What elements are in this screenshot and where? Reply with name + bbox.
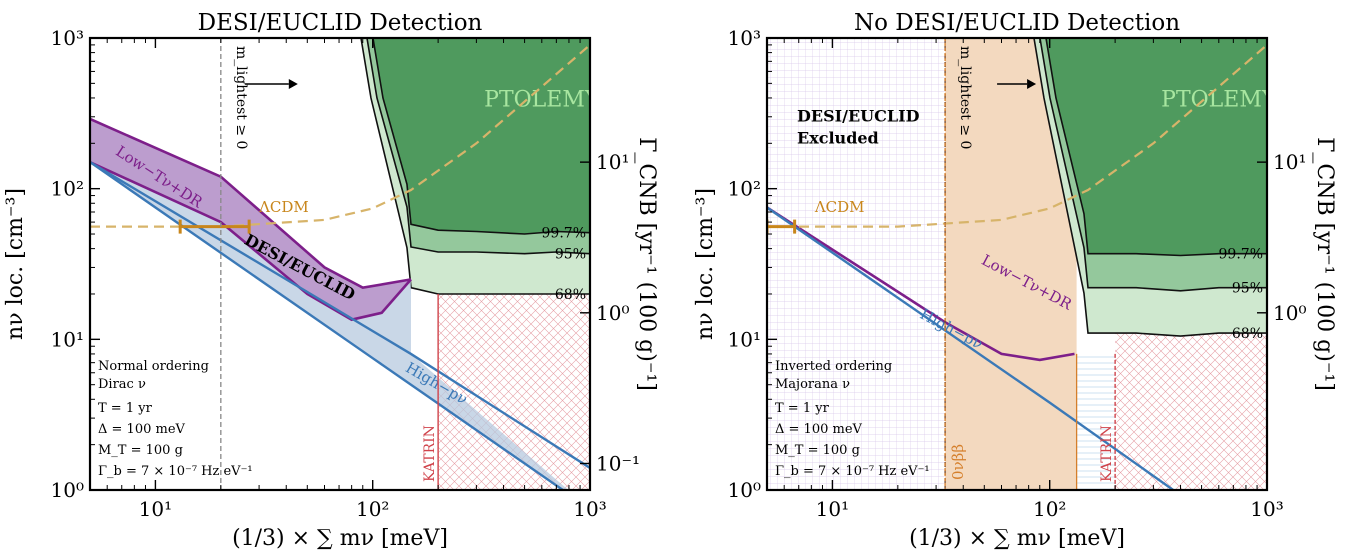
contour-label-2: 68% xyxy=(555,287,586,303)
y-tick-label: 10¹ xyxy=(51,327,84,351)
x-tick-label: 10³ xyxy=(573,497,606,521)
high-p-line xyxy=(767,206,1174,490)
x-axis-label-left: (1/3) × ∑ mν [meV] xyxy=(232,526,448,551)
y-tick-label: 10³ xyxy=(51,26,84,50)
contour-line-1 xyxy=(366,38,590,255)
katrin-label: KATRIN xyxy=(1099,425,1115,482)
mlightest-arrow-head xyxy=(1027,79,1037,89)
onubb-label: 0νββ xyxy=(949,444,967,480)
note-3: Δ = 100 meV xyxy=(775,422,863,437)
mlightest-label: m_lightest ≥ 0 xyxy=(957,46,973,149)
contour-line-1 xyxy=(1039,38,1267,292)
x-tick-label: 10³ xyxy=(1250,497,1283,521)
y-tick-label: 10⁰ xyxy=(728,478,761,502)
x-tick-label: 10² xyxy=(356,497,389,521)
low-t-line xyxy=(90,117,412,290)
lcdm-label: ΛCDM xyxy=(814,198,865,216)
note-1: Dirac ν xyxy=(98,377,146,392)
contour-label-1: 95% xyxy=(1232,281,1263,297)
contour-label-2: 68% xyxy=(1232,326,1263,342)
y-tick-label: 10¹ xyxy=(728,327,761,351)
ticks-right: 10¹ 10² 10³ 10⁰ 10¹ 10² 10³ 10⁰ 10¹ xyxy=(728,26,1307,521)
note-3: Δ = 100 meV xyxy=(98,422,186,437)
desi-band xyxy=(90,119,411,320)
contour-label-0: 99.7% xyxy=(1219,247,1263,263)
contour-line-0 xyxy=(1045,38,1267,257)
y-tick-label: 10⁰ xyxy=(51,478,84,502)
y2-axis-label-left: Γ_CNB [yr⁻¹ (100 g)⁻¹] xyxy=(634,137,659,391)
panel-left-title: DESI/EUCLID Detection xyxy=(198,10,483,36)
mlightest-arrow-head xyxy=(288,79,298,89)
y-tick-label: 10² xyxy=(728,177,761,201)
y2-tick-label: 10⁻¹ xyxy=(596,451,640,475)
axes-frame-right xyxy=(765,36,1269,492)
ptolemy-region-997 xyxy=(372,38,590,234)
ticks-left: 10¹ 10² 10³ 10⁰ 10¹ 10² 10³ 10⁻¹ 10⁰ 10¹ xyxy=(51,26,641,521)
x-axis-label-right: (1/3) × ∑ mν [meV] xyxy=(909,526,1125,551)
plot-area-right: 99.7%95%68%PTOLEMYΛCDMLow−Tν+DRHigh−pνm_… xyxy=(767,38,1277,490)
contour-line-0 xyxy=(372,38,590,235)
x-tick-label: 10² xyxy=(1033,497,1066,521)
y2-tick-label: 10¹ xyxy=(1273,150,1306,174)
y-tick-label: 10³ xyxy=(728,26,761,50)
plot-area-left: 99.7%95%68%PTOLEMYDESI/EUCLIDΛCDMLow−Tν+… xyxy=(90,38,600,490)
katrin-label: KATRIN xyxy=(422,425,438,482)
excluded-label-1: DESI/EUCLID xyxy=(797,106,920,125)
note-4: M_T = 100 g xyxy=(775,443,860,458)
lcdm-label: ΛCDM xyxy=(258,198,309,216)
note-2: T = 1 yr xyxy=(98,401,153,416)
note-0: Normal ordering xyxy=(98,359,209,374)
y2-tick-label: 10⁰ xyxy=(1273,301,1306,325)
panel-right-title: No DESI/EUCLID Detection xyxy=(854,10,1180,36)
panel-right: No DESI/EUCLID Detection 99.7% 95% 68% PTOL… xyxy=(693,10,1337,551)
note-0: Inverted ordering xyxy=(775,359,892,374)
note-4: M_T = 100 g xyxy=(98,443,183,458)
contour-label-0: 99.7% xyxy=(542,226,586,242)
axes-frame-left xyxy=(88,36,592,492)
lcdm-line xyxy=(767,44,1267,228)
y-tick-label: 10² xyxy=(51,177,84,201)
excluded-label-2: Excluded xyxy=(797,128,879,147)
ptolemy-label: PTOLEMY xyxy=(1161,88,1277,113)
x-tick-label: 10¹ xyxy=(816,497,849,521)
y2-tick-label: 10⁰ xyxy=(596,301,629,325)
note-1: Majorana ν xyxy=(775,377,850,392)
y-axis-label-left: nν loc. [cm⁻³] xyxy=(3,188,28,340)
note-5: Γ_b = 7 × 10⁻⁷ Hz eV⁻¹ xyxy=(98,464,253,479)
contour-label-1: 95% xyxy=(555,247,586,263)
y2-tick-label: 10¹ xyxy=(596,150,629,174)
desi-band-lower-line xyxy=(90,160,412,322)
contour-line-2 xyxy=(1033,38,1267,337)
note-2: T = 1 yr xyxy=(775,401,830,416)
panel-left: DESI/EUCLID Detection 99.7% 95% 68% PTOLEMY… xyxy=(3,10,659,551)
ptolemy-label: PTOLEMY xyxy=(484,88,600,113)
hatched-gap-region xyxy=(1076,353,1116,490)
x-tick-label: 10¹ xyxy=(139,497,172,521)
y2-axis-label-right: Γ_CNB [yr⁻¹ (100 g)⁻¹] xyxy=(1312,137,1337,391)
low-t-line xyxy=(767,206,1075,362)
note-5: Γ_b = 7 × 10⁻⁷ Hz eV⁻¹ xyxy=(775,464,930,479)
y-axis-label-right: nν loc. [cm⁻³] xyxy=(693,188,718,340)
mlightest-label: m_lightest ≥ 0 xyxy=(233,46,249,149)
